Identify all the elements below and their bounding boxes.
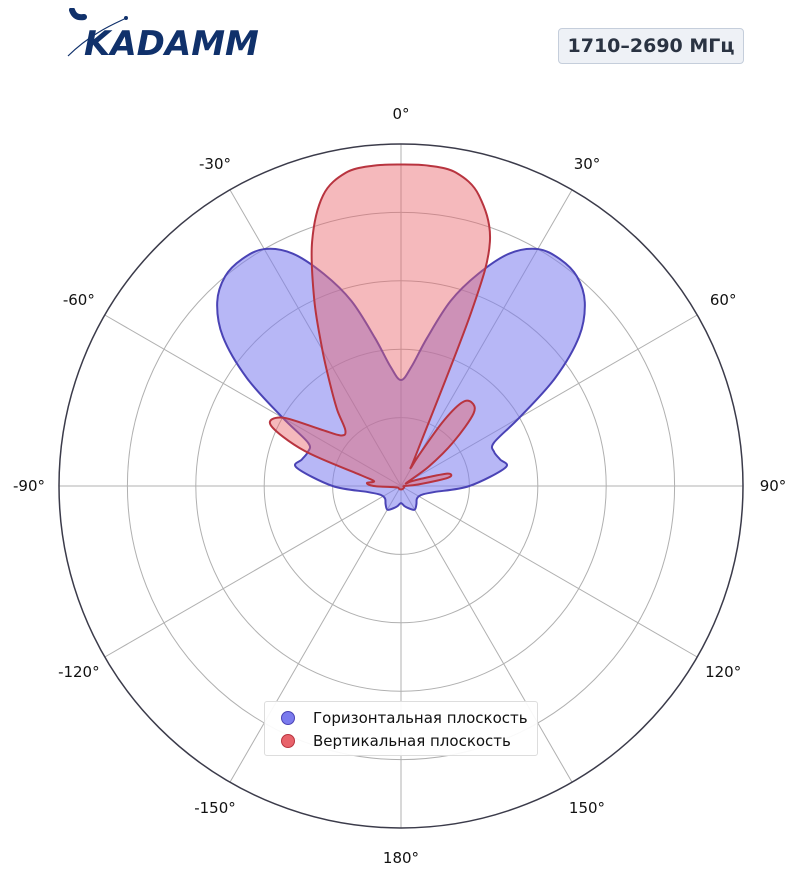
logo-wordmark: KADAMM — [84, 24, 259, 60]
angle-tick-label: 90° — [760, 477, 787, 495]
angle-tick-label: -60° — [63, 291, 95, 309]
legend-marker-vertical — [281, 733, 295, 748]
angle-tick-label: -90° — [13, 477, 45, 495]
frequency-band-badge: 1710–2690 МГц — [558, 28, 744, 64]
series-horizontal-area — [216, 247, 586, 511]
angle-grid-line-4 — [400, 485, 698, 658]
series-vertical-area — [268, 163, 492, 491]
chart-legend: Горизонтальная плоскость Вертикальная пл… — [264, 701, 538, 756]
angle-tick-label: 0° — [392, 105, 409, 123]
series-layer — [216, 163, 586, 511]
polar-outer-circle — [58, 143, 744, 829]
angle-grid-line-7 — [229, 485, 402, 783]
angle-tick-label: -30° — [199, 155, 231, 173]
legend-marker-horizontal — [281, 710, 295, 725]
angle-tick-label: 150° — [569, 799, 605, 817]
angle-grid-line-5 — [400, 485, 573, 783]
angle-tick-label: 30° — [574, 155, 601, 173]
angle-tick-label: -150° — [194, 799, 236, 817]
legend-label-horizontal: Горизонтальная плоскость — [313, 708, 528, 727]
angle-grid-line-8 — [104, 485, 402, 658]
angle-tick-label: 120° — [705, 663, 741, 681]
angle-tick-label: 180° — [383, 849, 419, 867]
outer-ring — [58, 143, 744, 829]
legend-label-vertical: Вертикальная плоскость — [313, 731, 511, 750]
angle-tick-labels: 0° 30° 60° 90° 120° 150° 180° -150° -120° -90° -60… — [13, 105, 786, 867]
logo-mark — [67, 8, 128, 57]
angle-tick-label: -120° — [58, 663, 100, 681]
legend-entry-horizontal: Горизонтальная плоскость — [273, 706, 529, 729]
kadamm-logo: KADAMM — [67, 8, 259, 60]
angle-tick-label: 60° — [710, 291, 737, 309]
legend-entry-vertical: Вертикальная плоскость — [273, 729, 529, 752]
